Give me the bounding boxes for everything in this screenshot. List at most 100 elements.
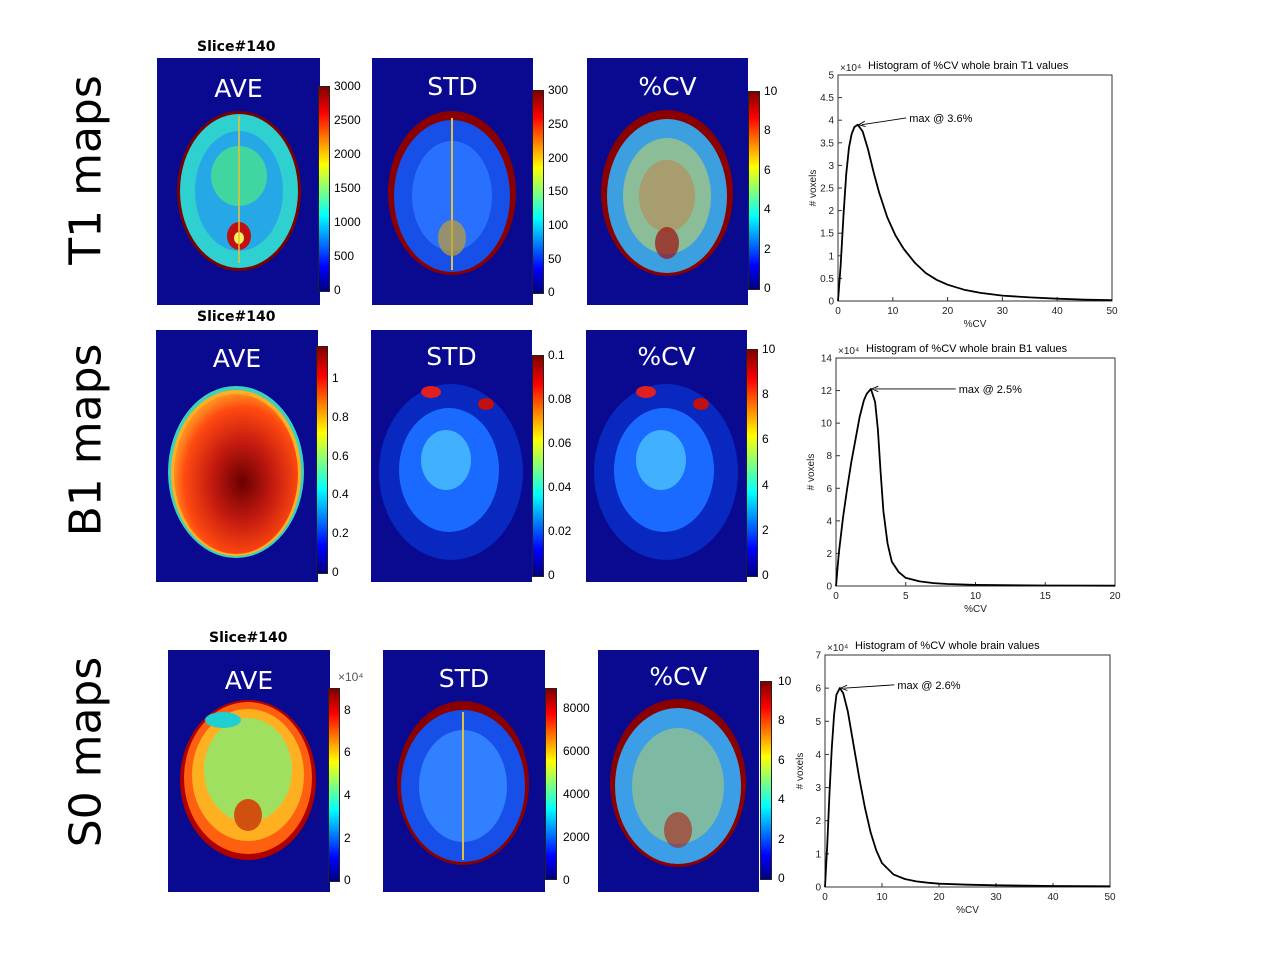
plot-area [835, 357, 1116, 587]
y-tick-label: 4.5 [820, 93, 834, 104]
brain-image [397, 701, 529, 865]
colorbar-tick: 0 [548, 285, 555, 299]
x-tick-label: 15 [1040, 591, 1052, 602]
slice-label-s0: Slice#140 [209, 630, 288, 646]
colorbar-tick: 2000 [334, 147, 361, 161]
panel-title: STD [438, 664, 490, 693]
colorbar-tick: 0 [764, 281, 771, 295]
colorbar-tick: 1500 [334, 181, 361, 195]
colorbar-tick: 8 [764, 123, 771, 137]
y-tick-label: 2.5 [820, 184, 834, 195]
y-axis-label: # voxels [795, 753, 806, 790]
colorbar-tick: 0 [548, 568, 555, 582]
panel-title: %CV [649, 662, 708, 691]
colorbar-tick: 0.4 [332, 487, 349, 501]
brain-image [601, 110, 733, 276]
colorbar-tick: 8 [762, 387, 769, 401]
colorbar-tick: 0.6 [332, 449, 349, 463]
y-tick-label: 12 [821, 386, 833, 397]
colorbar-tick: 2 [778, 832, 785, 846]
colorbar-tick: 0.04 [548, 480, 572, 494]
brain-image [610, 699, 746, 867]
colorbar-tick: 300 [548, 83, 569, 97]
y-tick-label: 6 [815, 684, 821, 695]
colorbar-tick: 6 [764, 163, 771, 177]
colorbar-tick: 6 [778, 753, 785, 767]
y-tick-label: 1 [815, 849, 821, 860]
brain-image [388, 111, 516, 275]
colorbar-tick: 10 [764, 84, 778, 98]
colorbar-tick: 0 [344, 873, 351, 887]
x-tick-label: 30 [990, 892, 1002, 903]
brain-image [379, 384, 523, 560]
x-tick-label: 0 [835, 306, 841, 317]
panel-title: AVE [214, 74, 263, 103]
annotation-arrow-line [861, 117, 907, 126]
colorbar-tick: 6 [344, 745, 351, 759]
b1-cv-colorbar [746, 349, 758, 577]
x-tick-label: 10 [876, 892, 888, 903]
y-axis-label: # voxels [806, 454, 817, 491]
x-tick-label: 30 [997, 306, 1009, 317]
y-exponent: ×10⁴ [827, 643, 848, 654]
b1-ave-map: AVE [156, 330, 318, 582]
histogram-curve [835, 387, 1116, 587]
colorbar-exponent: ×10⁴ [338, 670, 364, 684]
panel-title: AVE [224, 666, 274, 695]
s0-ave-colorbar [328, 688, 340, 882]
brain-image [594, 384, 738, 560]
colorbar-tick: 6 [762, 432, 769, 446]
colorbar-tick: 100 [548, 218, 569, 232]
x-tick-label: 50 [1106, 306, 1118, 317]
colorbar-tick: 6000 [563, 744, 590, 758]
t1-ave-colorbar [318, 86, 330, 292]
colorbar-tick: 3000 [334, 79, 361, 93]
plot-area [837, 74, 1113, 302]
plot-area [824, 654, 1111, 888]
y-tick-label: 0 [826, 582, 832, 593]
b1-cv-map: %CV [586, 330, 747, 582]
brain-image [168, 386, 304, 558]
colorbar-tick: 0.8 [332, 410, 349, 424]
y-exponent: ×10⁴ [838, 346, 859, 357]
colorbar-tick: 0 [778, 871, 785, 885]
colorbar-tick: 250 [548, 117, 569, 131]
colorbar-tick: 50 [548, 252, 562, 266]
s0-ave-map: AVE [168, 650, 330, 892]
annotation-label: max @ 3.6% [909, 113, 972, 125]
s0-cv-map: %CV [598, 650, 759, 892]
brain-image [177, 111, 301, 271]
chart-title: Histogram of %CV whole brain values [855, 640, 1040, 652]
annotation-arrowhead [870, 385, 879, 393]
s0-std-colorbar [545, 688, 557, 880]
colorbar-tick: 150 [548, 184, 569, 198]
x-tick-label: 40 [1052, 306, 1064, 317]
panel-title: %CV [638, 72, 697, 101]
s0-std-map: STD [383, 650, 545, 892]
colorbar-tick: 8000 [563, 701, 590, 715]
colorbar-tick: 4 [762, 478, 769, 492]
y-tick-label: 2 [815, 816, 821, 827]
b1-std-colorbar [532, 355, 544, 577]
x-tick-label: 20 [942, 306, 954, 317]
x-tick-label: 40 [1047, 892, 1059, 903]
colorbar-tick: 8 [344, 703, 351, 717]
colorbar-tick: 2000 [563, 830, 590, 844]
panel-title: %CV [637, 342, 696, 371]
y-tick-label: 5 [815, 717, 821, 728]
y-exponent: ×10⁴ [840, 63, 861, 74]
colorbar-tick: 2 [764, 242, 771, 256]
x-tick-label: 10 [887, 306, 899, 317]
y-tick-label: 4 [828, 116, 834, 127]
y-tick-label: 4 [815, 750, 821, 761]
colorbar-tick: 4000 [563, 787, 590, 801]
b1-ave-colorbar [316, 346, 328, 574]
x-tick-label: 50 [1104, 892, 1116, 903]
colorbar-tick: 200 [548, 151, 569, 165]
x-tick-label: 20 [1109, 591, 1121, 602]
x-axis-label: %CV [956, 905, 979, 916]
colorbar-tick: 0.06 [548, 436, 572, 450]
colorbar-tick: 0.2 [332, 526, 349, 540]
